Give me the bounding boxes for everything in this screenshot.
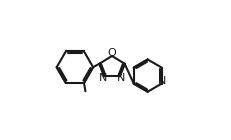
Text: O: O [108, 48, 116, 59]
Text: N: N [99, 73, 107, 83]
Text: N: N [158, 76, 166, 86]
Text: N: N [117, 73, 125, 83]
